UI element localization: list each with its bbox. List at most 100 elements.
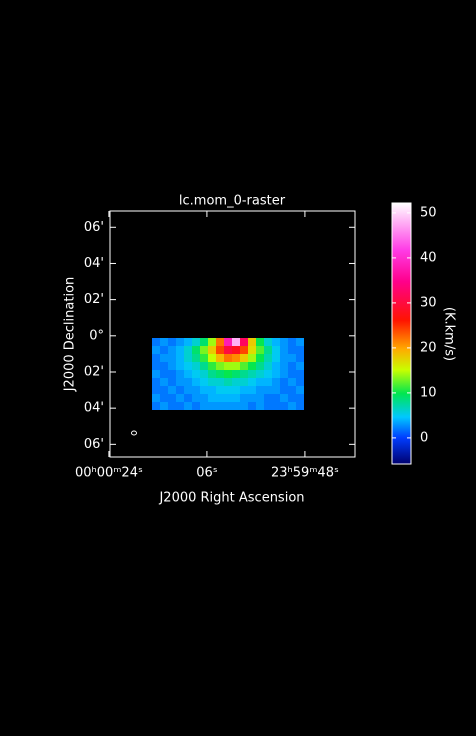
raster-cell [288,346,296,354]
raster-cell [184,378,192,386]
raster-cell [152,378,160,386]
raster-cell [240,370,248,378]
raster-cell [224,402,232,410]
raster-cell [264,386,272,394]
raster-cell [168,362,176,370]
raster-cell [176,346,184,354]
raster-cell [216,386,224,394]
raster-cell [224,346,232,354]
raster-cell [280,402,288,410]
raster-cell [208,370,216,378]
raster-cell [176,386,184,394]
raster-cell [224,378,232,386]
raster-cell [288,386,296,394]
raster-cell [160,402,168,410]
raster-cell [256,386,264,394]
raster-cell [184,354,192,362]
raster-cell [216,370,224,378]
raster-cell [272,386,280,394]
x-tick-label: 00ʰ00ᵐ24ˢ [75,466,143,481]
raster-cell [232,402,240,410]
raster-cell [232,370,240,378]
raster-cell [288,370,296,378]
raster-cell [160,378,168,386]
raster-cell [280,338,288,346]
y-tick-label: 0° [89,328,104,343]
raster-cell [160,338,168,346]
raster-cell [232,378,240,386]
raster-cell [168,338,176,346]
raster-cell [240,338,248,346]
raster-cell [264,370,272,378]
raster-cell [224,394,232,402]
raster-cell [192,354,200,362]
raster-cell [184,386,192,394]
x-axis-label: J2000 Right Ascension [158,491,304,506]
raster-cell [280,386,288,394]
raster-cell [168,402,176,410]
raster-cell [200,378,208,386]
raster-cell [176,402,184,410]
raster-cell [176,378,184,386]
raster-cell [288,362,296,370]
raster-cell [152,402,160,410]
raster-cell [152,354,160,362]
raster-cell [288,354,296,362]
raster-cell [176,370,184,378]
raster-cell [200,370,208,378]
raster-cell [272,394,280,402]
colorbar-tick-label: 40 [420,250,437,265]
raster-cell [176,354,184,362]
raster-cell [280,394,288,402]
raster-cell [216,338,224,346]
colorbar-label: (K.km/s) [442,307,457,361]
raster-cell [176,338,184,346]
raster-cell [240,378,248,386]
raster-cell [160,386,168,394]
raster-cell [296,338,304,346]
raster-cell [216,394,224,402]
raster-cell [216,402,224,410]
raster-cell [248,378,256,386]
raster-cell [152,370,160,378]
raster-cell [176,362,184,370]
raster-cell [272,362,280,370]
raster-cell [192,346,200,354]
raster-cell [296,386,304,394]
raster-cell [280,378,288,386]
raster-cell [256,354,264,362]
colorbar-tick-label: 20 [420,340,437,355]
raster-cell [288,394,296,402]
plot-frame [109,210,356,458]
raster-cell [184,362,192,370]
raster-cell [240,362,248,370]
y-tick-label: 06' [84,220,104,235]
raster-cell [296,354,304,362]
raster-cell [240,346,248,354]
colorbar-tick-label: 50 [420,205,437,220]
raster-cell [280,346,288,354]
raster-cell [200,338,208,346]
raster-cell [208,378,216,386]
raster-cell [264,354,272,362]
raster-cell [248,386,256,394]
raster-cell [264,394,272,402]
raster-cell [280,362,288,370]
colorbar-tick-label: 0 [420,430,428,445]
raster-cell [232,386,240,394]
raster-cell [200,394,208,402]
raster-cell [168,346,176,354]
y-tick-label: 06' [84,437,104,452]
raster-cell [280,354,288,362]
raster-cell [288,378,296,386]
y-tick-label: 02' [84,292,104,307]
raster-cell [168,394,176,402]
raster-cell [248,362,256,370]
raster-cell [264,346,272,354]
raster-cell [168,370,176,378]
raster-cell [176,394,184,402]
raster-cell [248,394,256,402]
raster-cell [200,362,208,370]
raster-cell [296,394,304,402]
raster-cell [168,386,176,394]
